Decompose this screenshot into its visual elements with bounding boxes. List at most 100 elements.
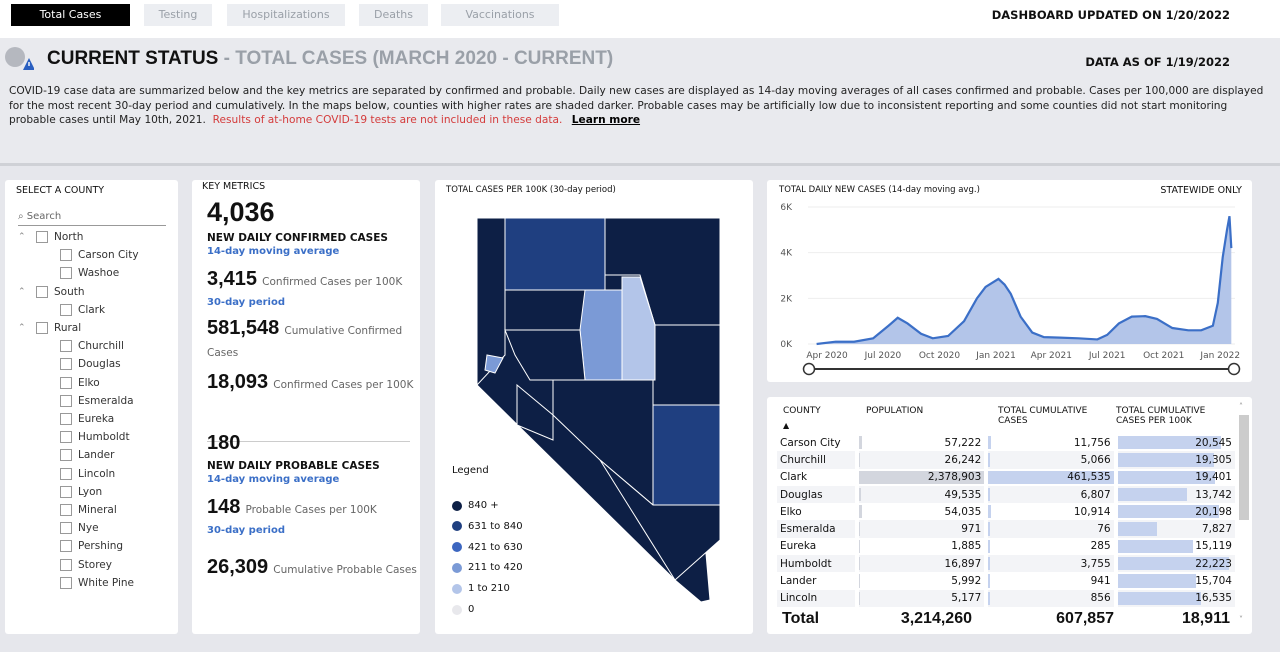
slicer-item[interactable]: Nye	[60, 522, 99, 535]
tab-hospitalizations[interactable]: Hospitalizations	[227, 4, 345, 26]
checkbox[interactable]	[36, 231, 48, 243]
checkbox[interactable]	[60, 358, 72, 371]
county-cell: Esmeralda	[777, 520, 857, 538]
chevron-icon[interactable]: ⌃	[18, 323, 26, 333]
period-note: 30-day period	[207, 297, 285, 308]
checkbox[interactable]	[60, 394, 72, 407]
checkbox[interactable]	[60, 303, 72, 316]
tab-testing[interactable]: Testing	[144, 4, 212, 26]
tab-deaths[interactable]: Deaths	[359, 4, 428, 26]
slicer-title: SELECT A COUNTY	[16, 185, 105, 196]
value-cell: 1,885	[854, 537, 987, 556]
chevron-icon[interactable]: ⌃	[18, 286, 26, 297]
key-metrics: KEY METRICS 4,036 NEW DAILY CONFIRMED CA…	[192, 180, 420, 634]
tab-total-cases[interactable]: Total Cases	[11, 4, 130, 26]
county-cell: Eureka	[780, 540, 817, 553]
slicer-item[interactable]: Esmeralda	[60, 394, 134, 407]
slicer-group-north[interactable]: ⌃ North	[18, 231, 84, 243]
data-bar	[988, 522, 990, 536]
table-row[interactable]: Lander 5,992 941 15,704	[777, 572, 1235, 590]
probable-daily-label: NEW DAILY PROBABLE CASES	[207, 460, 380, 472]
slicer-item[interactable]: Lyon	[60, 485, 102, 498]
value-cell: 2,378,903	[854, 468, 987, 486]
probable-cumulative: 26,309 Cumulative Probable Cases	[207, 556, 417, 578]
search-input[interactable]: ⌕ Search	[18, 211, 166, 226]
table-row[interactable]: Douglas 49,535 6,807 13,742	[777, 485, 1235, 504]
checkbox[interactable]	[60, 340, 72, 353]
col-cases[interactable]: TOTAL CUMULATIVE CASES	[998, 406, 1088, 426]
table-row[interactable]: Carson City 57,222 11,756 20,545	[777, 434, 1235, 452]
checkbox[interactable]	[60, 249, 72, 262]
county-cell: Clark	[780, 471, 808, 484]
slicer-item[interactable]: Washoe	[60, 267, 119, 280]
county-washoe	[476, 217, 506, 387]
checkbox[interactable]	[60, 504, 72, 516]
sort-up-icon[interactable]: ▲	[783, 421, 790, 430]
tab-vaccinations[interactable]: Vaccinations	[441, 4, 559, 26]
checkbox[interactable]	[36, 322, 48, 334]
data-bar	[858, 505, 862, 519]
col-county[interactable]: COUNTY	[783, 406, 821, 416]
checkbox[interactable]	[60, 449, 72, 462]
total-row: Total 3,214,260 607,857 18,911	[782, 610, 1230, 627]
confirmed-cumulative: 581,548 Cumulative Confirmed Cases	[207, 317, 403, 359]
slicer-item[interactable]: White Pine	[60, 576, 134, 589]
slicer-group-south[interactable]: ⌃ South	[18, 285, 85, 298]
checkbox[interactable]	[60, 485, 72, 498]
checkbox[interactable]	[60, 376, 72, 389]
slicer-item[interactable]: Storey	[60, 558, 112, 571]
table-row[interactable]: Lincoln 5,177 856 16,535	[777, 589, 1235, 607]
checkbox[interactable]	[60, 467, 72, 480]
slicer-item[interactable]: Lincoln	[60, 467, 115, 480]
slicer-group-rural[interactable]: ⌃ Rural	[18, 322, 82, 334]
slicer-item[interactable]: Carson City	[60, 249, 139, 262]
checkbox[interactable]	[36, 285, 48, 298]
slicer-item[interactable]: Mineral	[60, 504, 117, 516]
checkbox[interactable]	[60, 267, 72, 280]
slicer-item[interactable]: Pershing	[60, 540, 123, 553]
table-row[interactable]: Esmeralda 971 76 7,827	[777, 520, 1235, 538]
table-scrollbar[interactable]: ˄ ˅	[1239, 402, 1249, 624]
x-tick-label: Jul 2021	[1088, 351, 1126, 361]
county-slicer: SELECT A COUNTY ⌕ Search ⌃ North Carson Ci…	[5, 180, 178, 634]
confirmed-daily-label: NEW DAILY CONFIRMED CASES	[207, 232, 388, 244]
table-row[interactable]: Clark 2,378,903 461,535 19,401	[777, 468, 1235, 486]
legend-item: 0	[452, 604, 474, 615]
county-cell: Churchill	[777, 451, 857, 469]
slicer-item[interactable]: Lander	[60, 449, 114, 462]
checkbox[interactable]	[60, 540, 72, 553]
checkbox[interactable]	[60, 558, 72, 571]
value-cell: 13,742	[1113, 485, 1235, 504]
data-bar	[1117, 505, 1219, 519]
legend-swatch	[452, 542, 462, 553]
checkbox[interactable]	[60, 413, 72, 425]
data-bar	[1117, 522, 1157, 536]
value-cell: 15,119	[1113, 537, 1235, 556]
table-row[interactable]: Humboldt 16,897 3,755 22,223	[777, 555, 1235, 573]
legend-swatch	[452, 562, 462, 573]
col-population[interactable]: POPULATION	[866, 406, 924, 416]
range-slider-handle-start[interactable]	[802, 362, 816, 376]
table-row[interactable]: Elko 54,035 10,914 20,198	[777, 503, 1235, 521]
table-row[interactable]: Eureka 1,885 285 15,119	[777, 537, 1235, 556]
slicer-item[interactable]: Eureka	[60, 413, 114, 425]
checkbox[interactable]	[60, 576, 72, 589]
checkbox[interactable]	[60, 522, 72, 535]
learn-more-link[interactable]: Learn more	[571, 114, 641, 126]
slicer-item[interactable]: Humboldt	[60, 431, 130, 444]
checkbox[interactable]	[60, 431, 72, 444]
county-table: COUNTY ▲ POPULATION TOTAL CUMULATIVE CAS…	[767, 397, 1252, 634]
col-per100k[interactable]: TOTAL CUMULATIVE CASES PER 100K	[1116, 406, 1206, 426]
slicer-item[interactable]: Douglas	[60, 358, 121, 371]
confirmed-cum-100k: 18,093 Confirmed Cases per 100K	[207, 371, 414, 393]
chevron-icon[interactable]: ⌃	[18, 232, 26, 242]
county-pershing	[579, 289, 623, 381]
slicer-item[interactable]: Churchill	[60, 340, 124, 353]
range-slider-handle-end[interactable]	[1227, 362, 1241, 376]
table-row[interactable]: Churchill 26,242 5,066 19,305	[777, 451, 1235, 469]
legend-item: 211 to 420	[452, 562, 523, 573]
value-cell: 285	[984, 537, 1116, 556]
slicer-item[interactable]: Elko	[60, 376, 100, 389]
description: COVID-19 case data are summarized below …	[9, 85, 1264, 126]
slicer-item[interactable]: Clark	[60, 303, 105, 316]
